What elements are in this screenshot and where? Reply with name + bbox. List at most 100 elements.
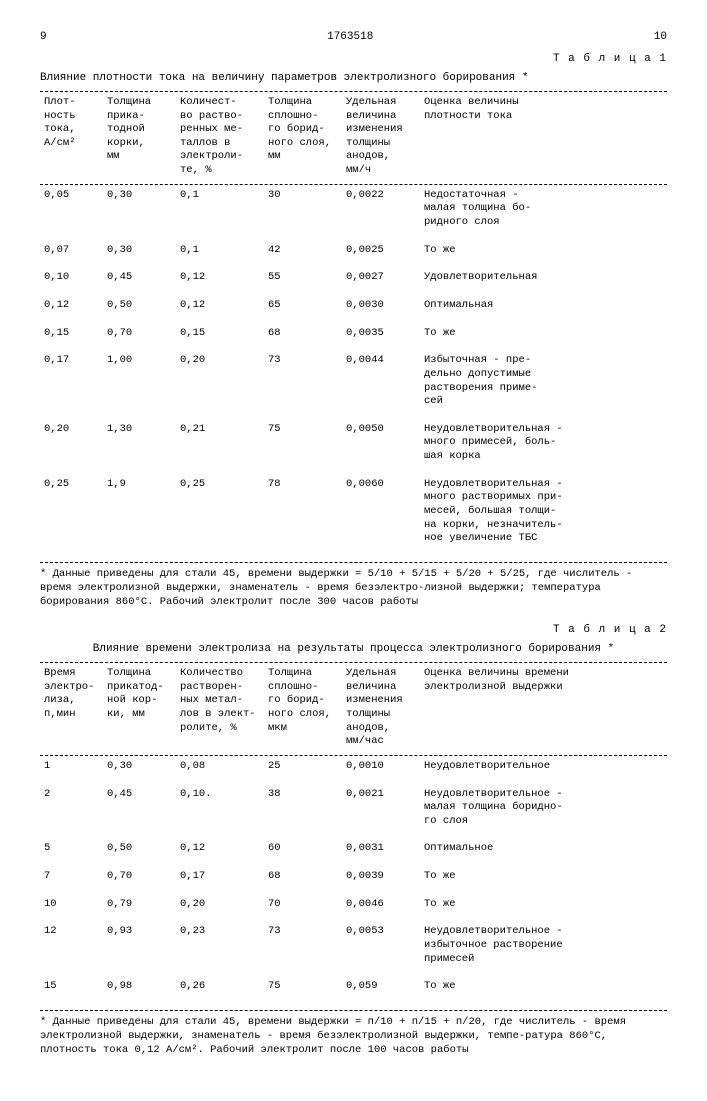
cell: 0,21 [176,421,264,466]
table2-caption: Влияние времени электролиза на результат… [40,642,667,656]
cell: 65 [264,297,342,315]
cell: 0,70 [103,868,176,886]
cell: 0,25 [40,476,103,548]
cell: 0,26 [176,978,264,996]
cell: 0,93 [103,923,176,968]
rule [40,562,667,563]
cell: 0,0027 [342,269,420,287]
table2-header-row: Времяэлектро-лиза,п,мин Толщинаприкатод-… [40,665,667,751]
rule [40,755,667,756]
cell: 5 [40,840,103,858]
th: Количест-во раство-ренных ме-таллов вэле… [176,94,264,180]
cell: 0,12 [176,840,264,858]
cell: 0,0039 [342,868,420,886]
table-row: 0,201,300,21750,0050Неудовлетворительная… [40,421,667,466]
table1: Плот-ностьтока,А/см² Толщинаприка-тодной… [40,94,667,180]
cell: 0,45 [103,786,176,831]
cell: 0,20 [40,421,103,466]
cell: 0,17 [40,352,103,411]
cell: 38 [264,786,342,831]
table-row: 20,450,10.380,0021Неудовлетворительное -… [40,786,667,831]
cell: 0,25 [176,476,264,548]
cell: 0,20 [176,896,264,914]
cell: 0,08 [176,758,264,776]
cell: 0,07 [40,242,103,260]
table2-body: 10,300,08250,0010Неудовлетворительное 20,… [40,758,667,1006]
rule [40,184,667,185]
cell: 75 [264,421,342,466]
cell: 0,30 [103,187,176,232]
cell: Неудовлетворительная -много растворимых … [420,476,667,548]
cell: 0,79 [103,896,176,914]
th: Толщинасплошно-го борид-ного слоя,мкм [264,665,342,751]
cell: 0,15 [40,325,103,343]
cell: То же [420,325,667,343]
cell: 60 [264,840,342,858]
cell: То же [420,868,667,886]
cell: 0,50 [103,840,176,858]
table-row: 50,500,12600,0031Оптимальное [40,840,667,858]
cell: 0,20 [176,352,264,411]
cell: 7 [40,868,103,886]
cell: 0,0022 [342,187,420,232]
cell: 0,23 [176,923,264,968]
table-row: 0,120,500,12650,0030Оптимальная [40,297,667,315]
cell: 0,0010 [342,758,420,776]
cell: Неудовлетворительное [420,758,667,776]
cell: 0,70 [103,325,176,343]
table-row: 0,251,90,25780,0060Неудовлетворительная … [40,476,667,548]
th: Времяэлектро-лиза,п,мин [40,665,103,751]
cell: 0,0021 [342,786,420,831]
th: Толщинасплошно-го борид-ного слоя,мм [264,94,342,180]
cell: 1,30 [103,421,176,466]
cell: Оптимальная [420,297,667,315]
cell: 0,05 [40,187,103,232]
cell: То же [420,896,667,914]
page-header: 9 1763518 10 [40,30,667,44]
th: Удельнаявеличинаизменениятолщиныанодов,м… [342,665,420,751]
table-row: 0,171,000,20730,0044Избыточная - пре-дел… [40,352,667,411]
table-row: 0,070,300,1420,0025То же [40,242,667,260]
cell: Избыточная - пре-дельно допустимыераство… [420,352,667,411]
cell: 0,0025 [342,242,420,260]
cell: 0,1 [176,242,264,260]
table2-footnote: * Данные приведены для стали 45, времени… [40,1015,667,1058]
cell: 1 [40,758,103,776]
cell: 0,0060 [342,476,420,548]
cell: 30 [264,187,342,232]
rule [40,1010,667,1011]
table-row: 0,100,450,12550,0027Удовлетворительная [40,269,667,287]
cell: 73 [264,352,342,411]
cell: 10 [40,896,103,914]
cell: 0,12 [176,297,264,315]
table2: Времяэлектро-лиза,п,мин Толщинаприкатод-… [40,665,667,751]
table-row: 70,700,17680,0039То же [40,868,667,886]
cell: 0,10 [40,269,103,287]
cell: То же [420,242,667,260]
cell: 0,15 [176,325,264,343]
cell: 0,0030 [342,297,420,315]
th: Удельнаявеличинаизменениятолщиныанодов,м… [342,94,420,180]
cell: Удовлетворительная [420,269,667,287]
page-num-right: 10 [654,30,667,44]
table-row: 150,980,26750,059То же [40,978,667,996]
cell: 42 [264,242,342,260]
cell: 0,059 [342,978,420,996]
page-num-center: 1763518 [327,30,373,44]
cell: 0,12 [40,297,103,315]
table-row: 120,930,23730,0053Неудовлетворительное -… [40,923,667,968]
cell: Неудовлетворительная -много примесей, бо… [420,421,667,466]
cell: 75 [264,978,342,996]
cell: Оптимальное [420,840,667,858]
table-row: 10,300,08250,0010Неудовлетворительное [40,758,667,776]
table2-label: Т а б л и ц а 2 [40,623,667,637]
cell: 55 [264,269,342,287]
table1-caption: Влияние плотности тока на величину парам… [40,71,667,85]
cell: 0,0031 [342,840,420,858]
th: Оценка величиныплотности тока [420,94,667,180]
cell: 0,50 [103,297,176,315]
cell: 0,98 [103,978,176,996]
cell: 0,0044 [342,352,420,411]
cell: 1,9 [103,476,176,548]
th: Толщинаприка-тоднойкорки,мм [103,94,176,180]
